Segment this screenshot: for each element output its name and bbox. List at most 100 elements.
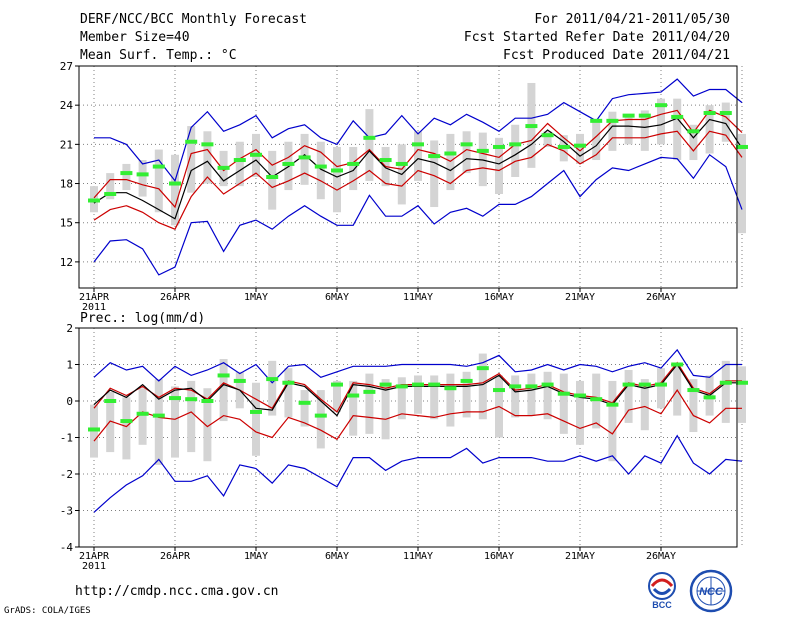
prec-x-tick-label: 1MAY <box>244 551 268 562</box>
prec-observed-mark <box>541 382 554 387</box>
temp-upper-line <box>93 109 743 209</box>
prec-spread-box <box>154 379 163 465</box>
prec-spread-box <box>349 380 358 436</box>
temp-spread-box <box>154 149 163 213</box>
prec-x-tick-label: 11MAY <box>403 551 433 562</box>
temp-x-tick-label: 1MAY <box>244 292 268 303</box>
prec-spread-box <box>608 380 617 462</box>
temp-spread-box <box>543 131 552 147</box>
temp-observed-mark <box>104 191 117 196</box>
temp-panel: 12 15 18 21 24 27 21APR 26APR 1MAY 6MAY 11MAY 16MAY… <box>60 60 748 313</box>
temp-x-tick-label: 6MAY <box>325 292 349 303</box>
temp-observed-mark <box>379 158 392 163</box>
prec-observed-mark <box>331 382 343 387</box>
prec-spread-box <box>559 373 568 434</box>
prec-observed-mark <box>412 382 424 387</box>
temp-observed-mark <box>671 114 684 119</box>
temp-observed-mark <box>655 103 667 108</box>
temp-observed-mark <box>622 113 635 118</box>
temp-observed-mark <box>638 113 651 118</box>
prec-observed-mark <box>379 382 392 387</box>
temp-observed-mark <box>395 161 408 166</box>
prec-spread-box <box>543 371 552 420</box>
prec-observed-mark <box>395 384 408 389</box>
prec-observed-mark <box>363 389 376 394</box>
temp-observed-mark <box>412 142 424 147</box>
temp-spread-box <box>333 146 341 213</box>
prec-title: Prec.: log(mm/d) <box>80 311 205 326</box>
temp-observed-mark <box>282 161 295 166</box>
temp-observed-mark <box>169 181 181 186</box>
temp-spread-box <box>187 126 196 193</box>
prec-observed-mark <box>719 380 732 385</box>
temp-spread-box <box>365 109 374 181</box>
prec-min-line <box>93 434 743 513</box>
source-url[interactable]: http://cmdp.ncc.cma.gov.cn <box>75 584 279 599</box>
temp-spread-box <box>640 110 649 151</box>
temp-observed-mark <box>266 175 279 179</box>
prec-y-tick-label: 0 <box>66 395 73 408</box>
prec-x-tick-label: 6MAY <box>325 551 349 562</box>
temp-observed-mark <box>201 142 214 147</box>
temp-spread-box <box>495 137 503 194</box>
prec-spread-box <box>333 380 341 412</box>
temp-observed-mark <box>347 161 360 166</box>
prec-observed-mark <box>185 397 198 402</box>
temp-spread-box <box>122 163 131 191</box>
prec-frame <box>78 327 738 548</box>
prec-spread-box <box>122 397 131 460</box>
prec-y-tick-label: -4 <box>60 541 74 554</box>
prec-observed-mark <box>574 393 586 398</box>
variable-label: Mean Surf. Temp.: °C <box>80 48 237 63</box>
temp-observed-mark <box>509 142 522 147</box>
prec-observed-mark <box>282 380 295 385</box>
prec-spread-box <box>381 379 390 440</box>
temp-spread-box <box>349 146 358 191</box>
prec-observed-mark <box>622 382 635 387</box>
ncc-logo-text: NCC <box>699 586 724 598</box>
prec-observed-mark <box>347 393 360 398</box>
temp-mean-line <box>93 117 743 220</box>
temp-observed-mark <box>736 144 748 149</box>
prec-y-tick-label: -3 <box>60 505 73 518</box>
temp-observed-mark <box>314 164 327 169</box>
prec-spread-box <box>624 369 633 423</box>
temp-y-tick-label: 21 <box>60 138 73 151</box>
temp-observed-mark <box>590 118 603 123</box>
temp-y-tick-label: 18 <box>60 178 73 191</box>
prec-observed-mark <box>88 427 100 432</box>
prec-spread-box <box>689 379 698 433</box>
prec-observed-mark <box>104 399 117 403</box>
temp-observed-mark <box>152 164 165 169</box>
temp-observed-mark <box>719 111 732 116</box>
prec-spread-box <box>430 375 439 420</box>
prec-spread-box <box>657 368 665 409</box>
prec-spread-box <box>187 380 196 453</box>
prec-spread-box <box>268 360 277 416</box>
temp-x-tick-label: 16MAY <box>484 292 514 303</box>
temp-observed-mark <box>444 151 457 156</box>
temp-spread-box <box>106 173 115 200</box>
temp-observed-mark <box>557 144 570 149</box>
temp-spread-box <box>576 133 584 164</box>
temp-spread-box <box>478 132 487 187</box>
temp-spread-box <box>705 105 714 154</box>
prec-panel: -4 -3 -2 -1 0 1 2 21APR 26APR 1MAY 6MAY 11MAY 16MAY 2… <box>60 311 748 572</box>
prec-spread-box <box>446 373 455 427</box>
prec-spread-box <box>316 390 325 449</box>
temp-x-year-label: 2011 <box>82 302 106 313</box>
prec-spread-box <box>365 373 374 434</box>
temp-observed-mark <box>217 165 230 170</box>
temp-spread-box <box>203 131 212 184</box>
prec-observed-mark <box>590 397 603 402</box>
temp-observed-mark <box>331 168 343 173</box>
prec-spread-box <box>252 382 260 456</box>
temp-spread-box <box>316 141 325 200</box>
chart-title: DERF/NCC/BCC Monthly Forecast <box>80 12 307 27</box>
temp-lower-line <box>93 130 743 230</box>
prec-observed-mark <box>250 409 262 414</box>
temp-x-tick-label: 26MAY <box>646 292 676 303</box>
temp-spread-box <box>592 120 601 161</box>
prec-observed-mark <box>120 419 133 424</box>
